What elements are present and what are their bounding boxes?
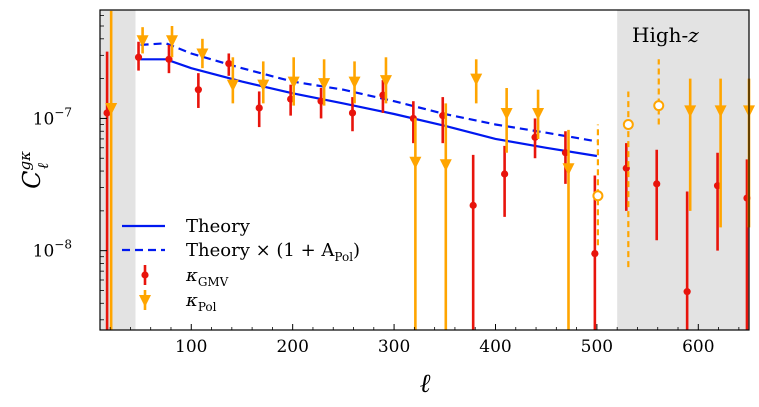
pol-point bbox=[226, 79, 239, 92]
legend-pol-swatch bbox=[139, 295, 151, 307]
pol-point bbox=[562, 163, 575, 176]
legend-label-sub: Pol bbox=[334, 250, 353, 264]
gmv-point bbox=[683, 288, 691, 296]
pol-highz-point bbox=[653, 100, 665, 112]
y-axis-label-main: C bbox=[18, 171, 46, 189]
legend-label-main: Theory × (1 + A bbox=[186, 240, 335, 261]
y-axis-label-sup: gκ bbox=[16, 151, 34, 171]
pol-highz-point bbox=[592, 190, 604, 202]
y-axis-label-sub: ℓ bbox=[34, 163, 52, 169]
legend-label: Theory bbox=[186, 216, 251, 237]
legend-label-sub: Pol bbox=[198, 300, 217, 314]
theory-line bbox=[140, 58, 598, 158]
legend-label-main: Theory bbox=[186, 216, 251, 237]
legend-label: Theory × (1 + APol) bbox=[186, 240, 360, 264]
pol-point bbox=[684, 105, 697, 118]
pol-point bbox=[318, 78, 331, 91]
pol-point bbox=[165, 35, 178, 48]
pol-point bbox=[409, 156, 422, 169]
pol-highz-point bbox=[622, 118, 634, 130]
pol-point bbox=[196, 48, 209, 61]
legend-label: κPol bbox=[185, 290, 217, 314]
pol-point bbox=[379, 75, 392, 88]
gmv-point bbox=[225, 59, 233, 68]
pol-point bbox=[287, 76, 300, 89]
low-ell-mask bbox=[100, 10, 136, 330]
y-axis: 10−710−8 bbox=[33, 15, 107, 321]
x-tick-label: 200 bbox=[276, 337, 308, 357]
legend-label-end: ) bbox=[353, 240, 360, 261]
gmv-point bbox=[653, 180, 661, 188]
pol-point bbox=[470, 73, 483, 86]
x-tick-label: 300 bbox=[378, 337, 410, 357]
y-axis-label: Cgκℓ bbox=[16, 151, 52, 189]
pol-point bbox=[257, 79, 270, 92]
x-axis: 100 200 300 400 500 600 bbox=[109, 324, 740, 357]
pol-point bbox=[714, 105, 727, 118]
x-tick-label: 600 bbox=[682, 337, 714, 357]
y-tick-base: 10 bbox=[33, 109, 55, 129]
gmv-point bbox=[165, 55, 173, 63]
high-z-annotation-text: High- bbox=[632, 23, 688, 47]
x-tick-label: 400 bbox=[479, 337, 511, 357]
gmv-point bbox=[469, 201, 477, 209]
gmv-point bbox=[591, 250, 599, 258]
y-tick-exponent: −8 bbox=[54, 238, 72, 252]
pol-point bbox=[105, 102, 118, 115]
legend-gmv-swatch bbox=[141, 271, 149, 279]
gmv-point bbox=[255, 104, 263, 112]
theory-times-pol-line bbox=[140, 42, 598, 143]
y-tick-exponent: −7 bbox=[54, 105, 72, 119]
high-z-region bbox=[617, 10, 749, 330]
high-z-annotation: High-z bbox=[632, 23, 699, 47]
legend-label-sub: GMV bbox=[198, 275, 229, 289]
pol-point bbox=[500, 107, 513, 120]
x-tick-label: 500 bbox=[581, 337, 613, 357]
gmv-point bbox=[194, 86, 202, 94]
x-tick-label: 100 bbox=[175, 337, 207, 357]
gmv-point bbox=[501, 170, 509, 178]
pol-point bbox=[532, 107, 545, 120]
high-z-annotation-italic: z bbox=[687, 23, 699, 47]
y-tick-label: 10−8 bbox=[33, 238, 72, 262]
x-axis-label: ℓ bbox=[420, 369, 431, 399]
legend-label-main: κ bbox=[185, 265, 198, 286]
y-tick-label: 10−7 bbox=[33, 105, 72, 129]
gmv-point bbox=[134, 53, 143, 61]
gmv-point bbox=[103, 109, 111, 117]
plot-frame bbox=[99, 9, 750, 331]
legend-label: κGMV bbox=[185, 265, 229, 289]
pol-point bbox=[348, 76, 361, 89]
shaded-regions bbox=[100, 10, 749, 330]
gmv-point bbox=[348, 109, 357, 117]
pol-point bbox=[439, 159, 452, 172]
legend-label-main: κ bbox=[185, 290, 198, 311]
y-tick-base: 10 bbox=[33, 242, 55, 262]
pol-point bbox=[136, 35, 149, 48]
